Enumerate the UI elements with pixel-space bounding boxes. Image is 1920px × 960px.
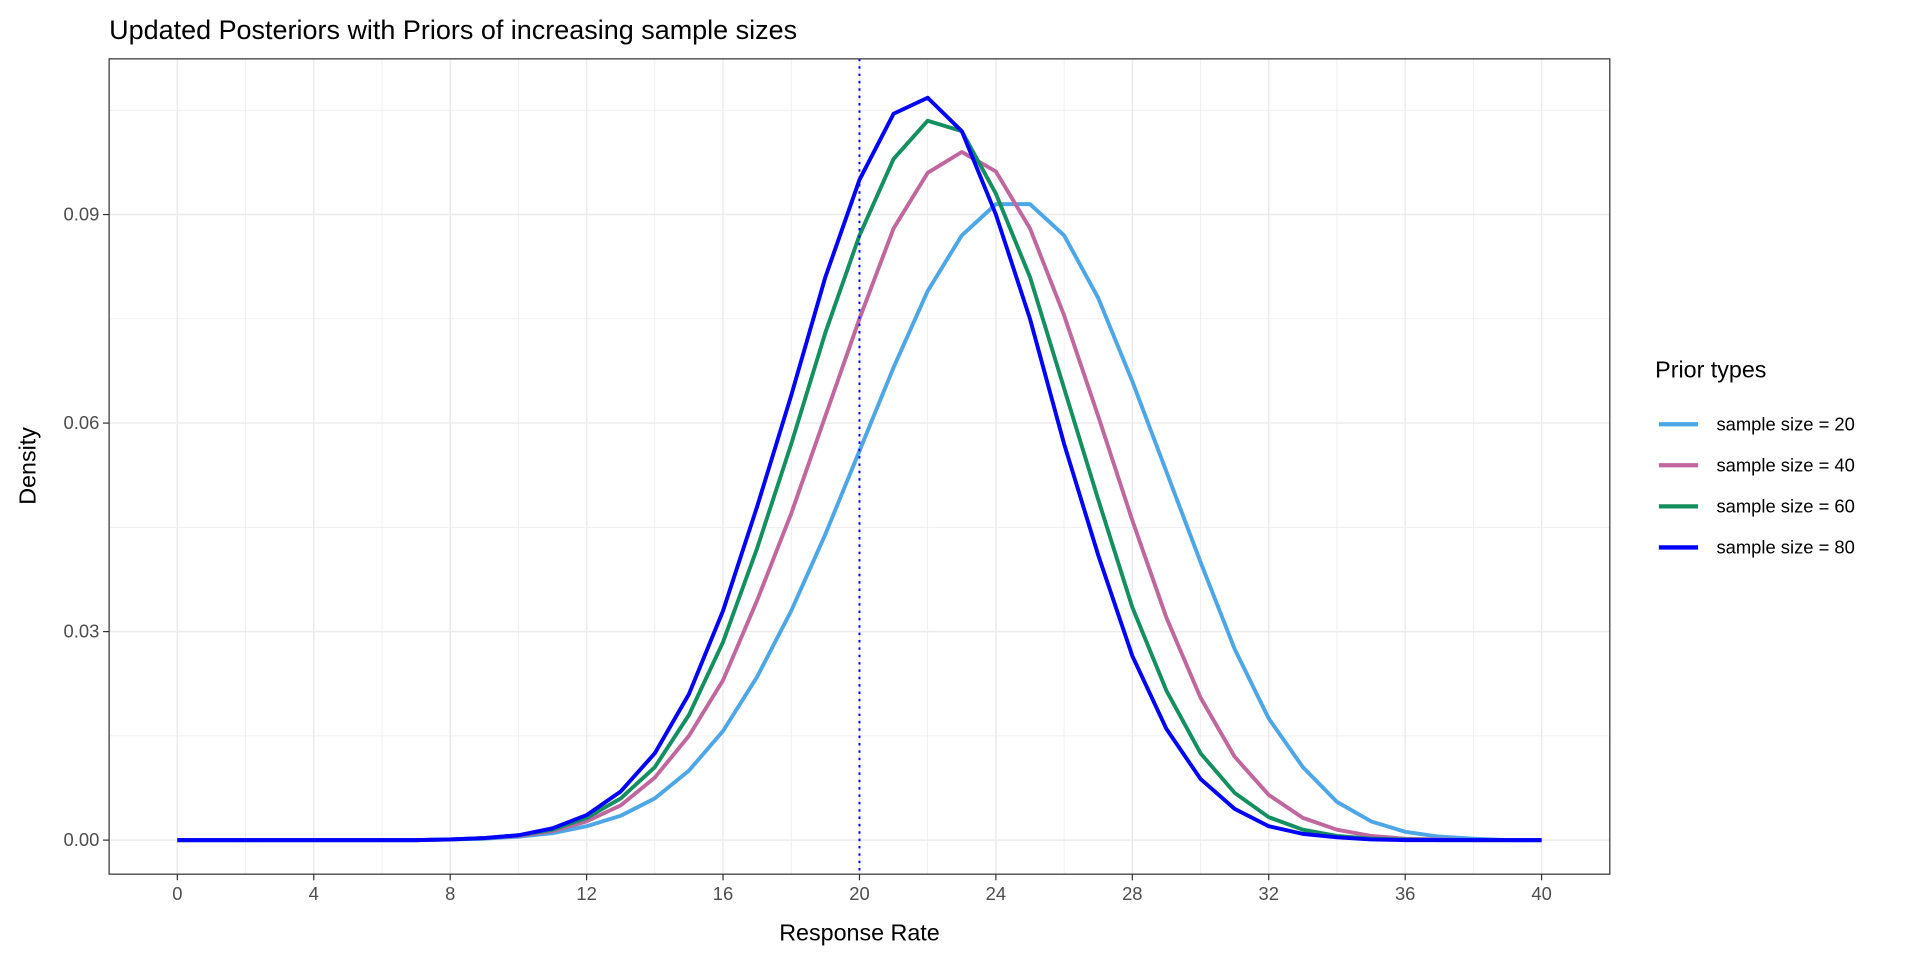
x-tick-label: 32	[1259, 883, 1279, 904]
chart-title: Updated Posteriors with Priors of increa…	[109, 15, 797, 45]
x-tick-label: 8	[445, 883, 455, 904]
x-tick-label: 40	[1531, 883, 1551, 904]
legend-label: sample size = 40	[1716, 454, 1854, 475]
x-tick-label: 36	[1395, 883, 1415, 904]
legend: Prior types sample size = 20 sample size …	[1655, 357, 1855, 558]
x-tick-label: 24	[986, 883, 1006, 904]
legend-label: sample size = 80	[1716, 537, 1854, 558]
y-axis-label: Density	[15, 427, 41, 505]
x-tick-label: 4	[309, 883, 319, 904]
legend-label: sample size = 60	[1716, 495, 1854, 516]
x-axis: 0 4 8 12 16 20 24 28 32 36 40	[172, 874, 1552, 904]
legend-title: Prior types	[1655, 357, 1766, 383]
y-tick-label: 0.06	[64, 412, 100, 433]
series-line-4	[177, 95, 1542, 843]
y-axis: 0.00 0.03 0.06 0.09	[64, 204, 110, 850]
series-lines	[177, 58, 1542, 875]
x-tick-label: 0	[172, 883, 182, 904]
x-tick-label: 28	[1122, 883, 1142, 904]
legend-label: sample size = 20	[1716, 413, 1854, 434]
y-tick-label: 0.03	[64, 621, 100, 642]
x-axis-label: Response Rate	[779, 919, 939, 945]
x-tick-label: 20	[849, 883, 869, 904]
x-tick-label: 16	[713, 883, 733, 904]
x-tick-label: 12	[576, 883, 596, 904]
y-tick-label: 0.09	[64, 204, 100, 225]
y-tick-label: 0.00	[64, 829, 100, 850]
